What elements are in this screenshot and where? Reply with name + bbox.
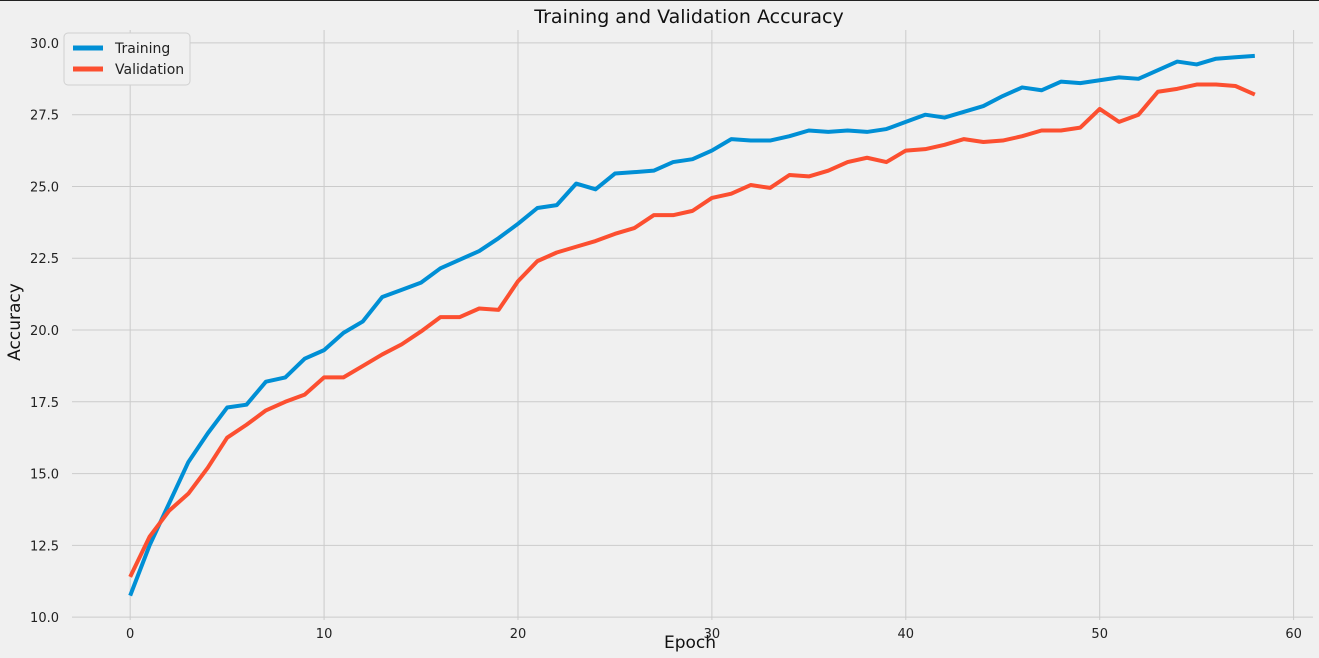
- y-tick-label: 10.0: [30, 611, 59, 626]
- series-line-validation: [128, 82, 1256, 578]
- y-axis-title: Accuracy: [5, 283, 25, 361]
- y-tick-label: 20.0: [30, 324, 59, 339]
- y-tick-label: 27.5: [30, 109, 59, 124]
- series-lines: [128, 53, 1256, 597]
- y-tick-label: 30.0: [30, 37, 59, 52]
- x-tick-label: 0: [126, 627, 134, 642]
- x-tick-label: 20: [510, 627, 527, 642]
- x-tick-label: 40: [898, 627, 915, 642]
- legend-label-training: Training: [114, 41, 170, 57]
- chart-title: Training and Validation Accuracy: [533, 6, 843, 28]
- legend: Training Validation: [63, 32, 191, 86]
- x-tick-label: 10: [316, 627, 333, 642]
- x-tick-label: 60: [1285, 627, 1302, 642]
- x-tick-label: 30: [704, 627, 721, 642]
- y-tick-label: 15.0: [30, 468, 59, 483]
- y-tick-label: 22.5: [30, 252, 59, 267]
- x-axis-title: Epoch: [664, 633, 716, 653]
- legend-label-validation: Validation: [115, 62, 184, 78]
- y-tick-label: 12.5: [30, 539, 59, 554]
- y-tick-label: 17.5: [30, 396, 59, 411]
- y-tick-label: 25.0: [30, 180, 59, 195]
- grid-lines: [72, 30, 1313, 620]
- x-tick-label: 50: [1091, 627, 1108, 642]
- series-line-training: [128, 53, 1255, 597]
- tick-labels: 0 10 20 30 40 50 60 10.0 12.5 15.0 17.5 20.0 22.5 25.…: [30, 37, 1302, 642]
